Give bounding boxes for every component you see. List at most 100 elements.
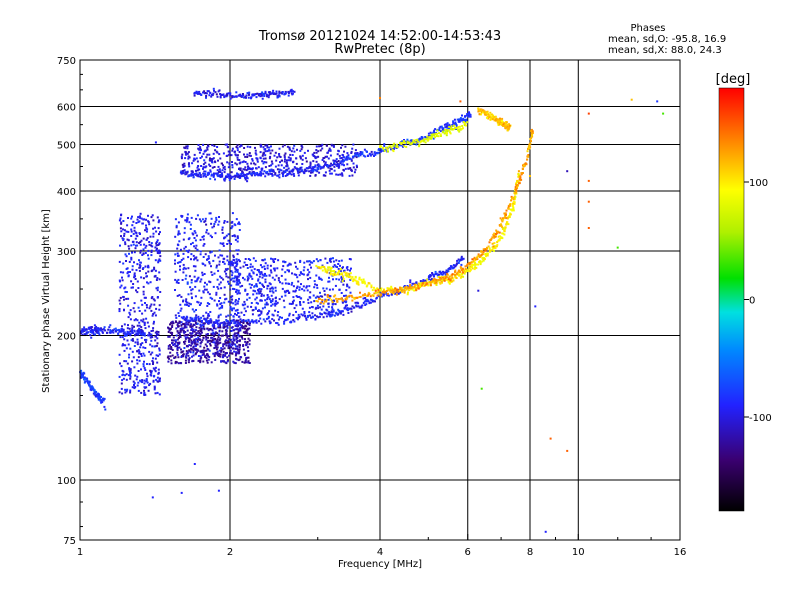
echo-point bbox=[346, 295, 349, 298]
echo-point bbox=[311, 315, 314, 318]
echo-point bbox=[141, 312, 144, 315]
echo-point bbox=[277, 277, 280, 280]
echo-point bbox=[330, 257, 333, 260]
echo-point bbox=[254, 152, 257, 155]
echo-point bbox=[177, 325, 180, 328]
echo-point bbox=[118, 260, 121, 263]
echo-point bbox=[511, 209, 514, 212]
echo-point bbox=[217, 256, 220, 259]
echo-point bbox=[342, 154, 345, 157]
echo-point bbox=[387, 146, 390, 149]
echo-point bbox=[178, 346, 181, 349]
echo-point bbox=[497, 231, 500, 234]
echo-point bbox=[416, 283, 419, 286]
echo-point bbox=[488, 115, 491, 118]
echo-point bbox=[204, 161, 207, 164]
echo-point bbox=[315, 160, 318, 163]
echo-point bbox=[125, 373, 128, 376]
echo-point bbox=[332, 274, 335, 277]
echo-point bbox=[322, 302, 325, 305]
echo-point bbox=[219, 157, 222, 160]
echo-point bbox=[433, 277, 436, 280]
echo-point bbox=[322, 305, 325, 308]
echo-point bbox=[477, 289, 480, 292]
echo-point bbox=[488, 247, 491, 250]
echo-point bbox=[341, 144, 344, 147]
echo-point bbox=[141, 381, 144, 384]
echo-point bbox=[278, 95, 281, 98]
echo-point bbox=[352, 280, 355, 283]
echo-point bbox=[503, 233, 506, 236]
echo-point bbox=[127, 324, 129, 327]
echo-point bbox=[271, 290, 274, 293]
echo-point bbox=[221, 175, 224, 178]
echo-point bbox=[237, 312, 240, 314]
echo-point bbox=[236, 156, 239, 159]
echo-point bbox=[205, 318, 208, 321]
echo-point bbox=[414, 141, 417, 144]
echo-point bbox=[274, 258, 277, 260]
echo-point bbox=[158, 271, 161, 274]
echo-point bbox=[327, 302, 330, 305]
echo-point bbox=[444, 130, 447, 133]
echo-point bbox=[246, 156, 249, 158]
echo-point bbox=[497, 122, 500, 125]
echo-point bbox=[155, 354, 158, 357]
echo-point bbox=[142, 290, 145, 293]
echo-point bbox=[305, 286, 308, 289]
echo-point bbox=[333, 299, 335, 302]
echo-point bbox=[346, 163, 349, 166]
echo-point bbox=[396, 146, 399, 149]
echo-point bbox=[145, 218, 148, 221]
echo-point bbox=[148, 223, 151, 226]
echo-point bbox=[155, 241, 158, 243]
echo-point bbox=[206, 90, 209, 93]
echo-point bbox=[298, 286, 301, 289]
echo-point bbox=[216, 286, 219, 288]
echo-point bbox=[216, 346, 219, 349]
echo-point bbox=[299, 167, 302, 170]
echo-point bbox=[335, 158, 338, 161]
echo-point bbox=[394, 290, 397, 293]
echo-point bbox=[236, 292, 239, 295]
echo-point bbox=[405, 285, 408, 288]
echo-point bbox=[306, 268, 309, 271]
echo-point bbox=[236, 340, 238, 343]
echo-point bbox=[301, 146, 304, 149]
echo-point bbox=[382, 291, 385, 294]
echo-point bbox=[310, 301, 313, 304]
echo-point bbox=[334, 284, 337, 287]
echo-point bbox=[259, 273, 262, 276]
echo-point bbox=[224, 168, 227, 171]
echo-point bbox=[278, 155, 281, 158]
echo-point bbox=[131, 329, 134, 331]
echo-point bbox=[421, 137, 424, 140]
echo-point bbox=[261, 307, 264, 310]
echo-point bbox=[134, 237, 137, 240]
echo-point bbox=[119, 296, 122, 299]
echo-point bbox=[142, 237, 145, 240]
echo-point bbox=[340, 280, 343, 283]
echo-point bbox=[184, 362, 187, 364]
echo-point bbox=[281, 159, 283, 162]
echo-point bbox=[475, 258, 477, 261]
echo-point bbox=[214, 358, 217, 361]
echo-point bbox=[369, 154, 372, 157]
echo-point bbox=[500, 123, 503, 125]
echo-point bbox=[253, 162, 255, 165]
echo-point bbox=[466, 113, 469, 115]
echo-point bbox=[236, 279, 239, 282]
echo-point bbox=[185, 334, 188, 336]
echo-point bbox=[457, 126, 460, 129]
echo-point bbox=[242, 93, 244, 95]
echo-point bbox=[125, 260, 127, 262]
echo-point bbox=[229, 174, 232, 177]
echo-point bbox=[143, 379, 146, 382]
echo-point bbox=[176, 261, 179, 264]
echo-point bbox=[149, 369, 152, 372]
echo-point bbox=[198, 168, 201, 171]
echo-point bbox=[121, 369, 124, 372]
echo-point bbox=[435, 278, 438, 281]
echo-point bbox=[254, 307, 257, 310]
echo-point bbox=[419, 285, 422, 288]
